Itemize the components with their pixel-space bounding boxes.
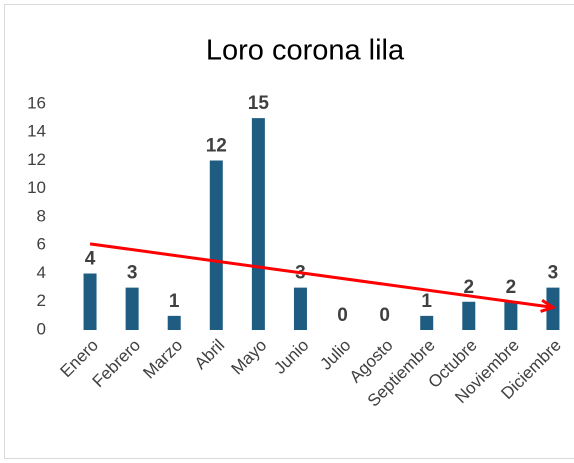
data-label: 15 <box>248 93 270 114</box>
bar <box>83 273 97 330</box>
bar <box>125 287 139 330</box>
y-tick-label: 8 <box>37 206 46 225</box>
y-tick-label: 4 <box>37 263 46 282</box>
data-label: 3 <box>127 263 138 284</box>
y-tick-label: 2 <box>37 291 46 310</box>
bar <box>420 315 434 330</box>
trend-line <box>89 242 554 309</box>
bar <box>504 301 518 330</box>
y-tick-label: 12 <box>27 150 46 169</box>
y-tick-label: 16 <box>27 93 46 112</box>
data-label: 2 <box>506 277 517 298</box>
data-label: 4 <box>85 249 96 270</box>
y-tick-label: 10 <box>27 178 46 197</box>
bar <box>209 160 223 330</box>
chart-border <box>4 4 574 459</box>
data-label: 1 <box>169 291 180 312</box>
data-label: 0 <box>337 305 348 326</box>
y-tick-label: 14 <box>27 122 46 141</box>
y-tick-label: 0 <box>37 319 46 338</box>
data-label: 12 <box>206 136 227 157</box>
bar <box>251 118 265 330</box>
data-label: 2 <box>464 277 475 298</box>
chart-title: Loro corona lila <box>206 35 405 67</box>
y-tick-label: 6 <box>37 235 46 254</box>
bar <box>462 301 476 330</box>
data-label: 3 <box>548 263 559 284</box>
data-label: 1 <box>421 291 432 312</box>
bar <box>167 315 181 330</box>
data-label: 0 <box>379 305 390 326</box>
bar <box>293 287 307 330</box>
trend-arrowhead <box>540 298 557 313</box>
